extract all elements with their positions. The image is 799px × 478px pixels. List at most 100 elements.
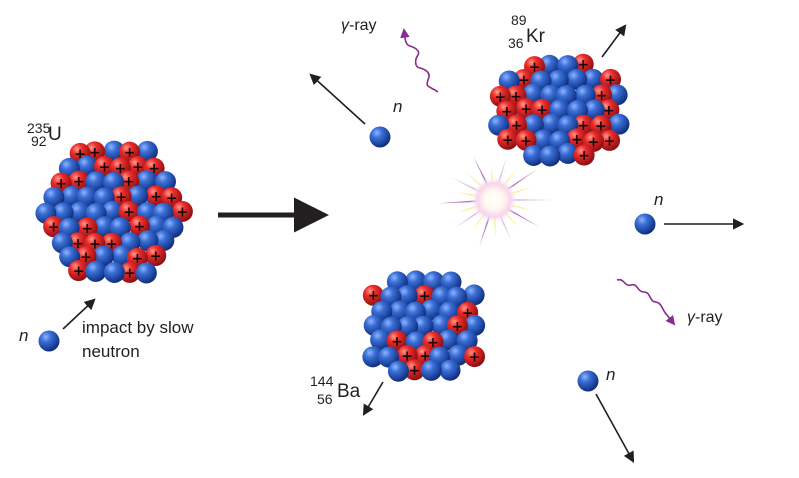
proton-plus-sign: + xyxy=(518,72,530,88)
proton-plus-sign: + xyxy=(588,134,600,150)
proton-plus-sign: + xyxy=(124,145,136,161)
flash-starburst-icon xyxy=(438,155,552,247)
neutron xyxy=(389,300,411,322)
neutron-arrow-topleft xyxy=(309,73,366,125)
neutron-label-topleft: n xyxy=(393,97,402,116)
proton-plus-sign: + xyxy=(427,335,439,351)
neutron xyxy=(582,68,604,90)
proton-plus-sign: + xyxy=(419,289,431,305)
proton-plus-sign: + xyxy=(73,174,85,190)
neutron xyxy=(362,346,384,368)
proton: + xyxy=(118,201,140,223)
neutron xyxy=(532,129,554,151)
neutron xyxy=(541,113,563,135)
proton-plus-sign: + xyxy=(115,190,127,206)
proton-plus-sign: + xyxy=(131,251,143,267)
krypton-nucleus: ++++++++ + +++ + +++ + +++ xyxy=(488,53,630,167)
proton-plus-sign: + xyxy=(577,57,589,73)
neutron xyxy=(85,171,107,193)
proton-plus-sign: + xyxy=(55,176,67,192)
proton-plus-sign: + xyxy=(367,288,379,304)
neutron xyxy=(387,360,409,382)
proton: + xyxy=(599,129,621,151)
neutron-label-incoming: n xyxy=(19,326,28,345)
neutron xyxy=(522,114,544,136)
gamma-label-top: γ-ray xyxy=(341,17,377,34)
proton-plus-sign: + xyxy=(511,118,523,134)
proton-plus-sign: + xyxy=(148,161,160,177)
neutron xyxy=(43,186,65,208)
free-neutron-topleft xyxy=(369,126,391,148)
neutron xyxy=(61,185,83,207)
proton-plus-sign: + xyxy=(595,119,607,135)
proton-plus-sign: + xyxy=(150,189,162,205)
neutron xyxy=(420,359,442,381)
proton-plus-sign: + xyxy=(596,88,608,104)
proton-plus-sign: + xyxy=(114,161,126,177)
barium-symbol: Ba xyxy=(337,381,361,402)
proton-plus-sign: + xyxy=(401,349,413,365)
neutron xyxy=(103,140,125,162)
proton-plus-sign: + xyxy=(134,219,146,235)
proton-plus-sign: + xyxy=(494,89,506,105)
proton: + xyxy=(145,185,167,207)
proton-plus-sign: + xyxy=(73,264,85,280)
gamma-wave-top-icon xyxy=(400,28,439,93)
proton: + xyxy=(515,98,537,120)
krypton-arrow xyxy=(601,24,627,58)
uranium-symbol: U xyxy=(48,124,62,145)
proton-plus-sign: + xyxy=(123,174,135,190)
proton-plus-sign: + xyxy=(150,248,162,264)
free-neutron-bottom xyxy=(577,370,599,392)
proton-plus-sign: + xyxy=(391,334,403,350)
barium-atomic-number: 56 xyxy=(317,391,333,407)
neutron xyxy=(136,140,158,162)
proton-plus-sign: + xyxy=(177,204,189,220)
proton: + xyxy=(362,284,384,306)
neutron-label-right: n xyxy=(654,190,663,209)
neutron xyxy=(135,262,157,284)
krypton-symbol: Kr xyxy=(526,26,546,47)
proton: + xyxy=(497,128,519,150)
neutron xyxy=(557,142,579,164)
proton-plus-sign: + xyxy=(123,205,135,221)
proton: + xyxy=(171,200,193,222)
proton: + xyxy=(119,261,141,283)
neutron xyxy=(420,299,442,321)
flash-core xyxy=(470,176,518,224)
proton-plus-sign: + xyxy=(510,89,522,105)
neutron-arrow-bottom xyxy=(595,393,635,463)
proton-plus-sign: + xyxy=(604,133,616,149)
neutron xyxy=(370,329,392,351)
proton-plus-sign: + xyxy=(520,133,532,149)
free-neutron-right xyxy=(634,213,656,235)
gamma-wave-bottom-icon xyxy=(616,278,676,326)
proton-plus-sign: + xyxy=(419,348,431,364)
proton-plus-sign: + xyxy=(529,60,541,76)
proton: + xyxy=(68,260,90,282)
proton-plus-sign: + xyxy=(89,236,101,252)
proton-plus-sign: + xyxy=(81,221,93,237)
proton: + xyxy=(43,216,65,238)
proton-plus-sign: + xyxy=(603,103,615,119)
neutron xyxy=(523,144,545,166)
krypton-mass-number: 89 xyxy=(511,12,527,28)
proton-plus-sign: + xyxy=(462,305,474,321)
proton-plus-sign: + xyxy=(74,146,86,162)
proton: + xyxy=(464,346,486,368)
proton-plus-sign: + xyxy=(502,132,514,148)
krypton-atomic-number: 36 xyxy=(508,35,524,51)
proton: + xyxy=(403,359,425,381)
proton-plus-sign: + xyxy=(577,118,589,134)
neutron xyxy=(109,217,131,239)
neutron xyxy=(608,113,630,135)
proton-plus-sign: + xyxy=(80,249,92,265)
proton-plus-sign: + xyxy=(48,220,60,236)
neutron xyxy=(539,145,561,167)
proton-plus-sign: + xyxy=(106,236,118,252)
neutron xyxy=(127,185,149,207)
uranium-nucleus: + +++ ++ ++++++ +++++ ++ ++++ ++ + xyxy=(35,140,193,284)
proton: + xyxy=(145,244,167,266)
proton-plus-sign: + xyxy=(409,363,421,379)
proton-plus-sign: + xyxy=(536,102,548,118)
